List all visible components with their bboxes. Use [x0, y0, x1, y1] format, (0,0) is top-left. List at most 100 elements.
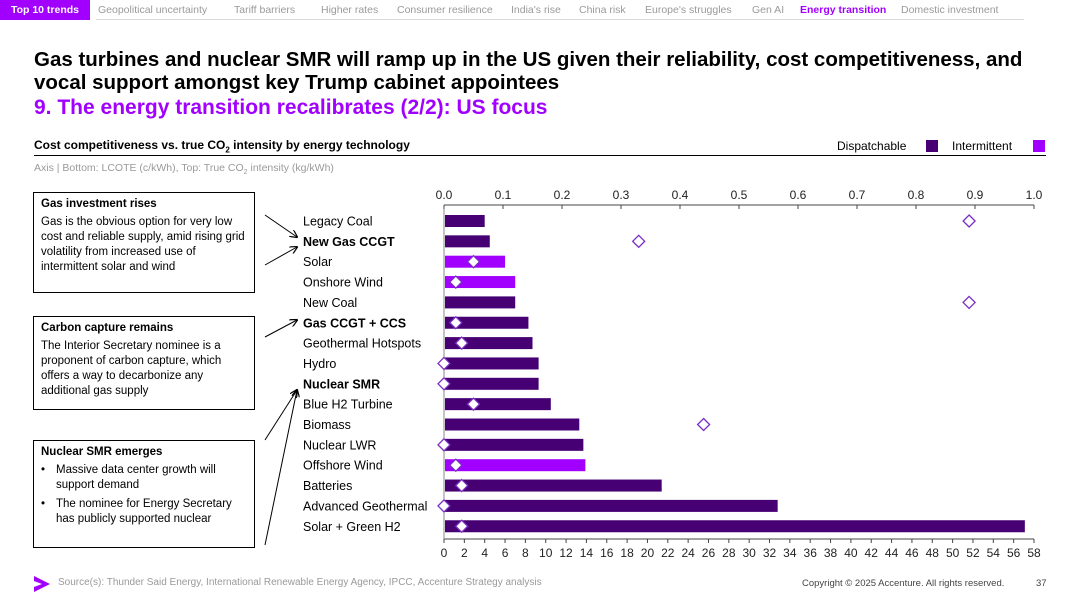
bottom-axis-tick-label: 26 [702, 546, 716, 560]
top-axis-tick-label: 0.8 [908, 188, 925, 202]
chart-title: Cost competitiveness vs. true CO2 intens… [34, 138, 410, 154]
tab-domestic-investment[interactable]: Domestic investment [901, 4, 999, 16]
bottom-axis-tick-label: 42 [865, 546, 879, 560]
bottom-axis-tick-label: 54 [987, 546, 1001, 560]
co2-marker [466, 254, 481, 269]
bottom-axis-tick-label: 24 [681, 546, 695, 560]
tab-china-risk[interactable]: China risk [579, 4, 626, 16]
top-axis-tick-label: 0.0 [436, 188, 453, 202]
bottom-axis-tick-label: 38 [824, 546, 838, 560]
category-label: Solar [303, 255, 332, 269]
copyright: Copyright © 2025 Accenture. All rights r… [802, 578, 1005, 589]
top-axis-tick-label: 0.4 [672, 188, 689, 202]
bottom-axis-tick-label: 30 [742, 546, 756, 560]
bar [445, 499, 778, 512]
category-label: Onshore Wind [303, 276, 383, 290]
connector-gas [264, 214, 297, 266]
category-label: New Gas CCGT [303, 235, 395, 249]
bottom-axis-tick-label: 12 [559, 546, 573, 560]
bar [445, 235, 490, 248]
bar [445, 438, 584, 451]
bottom-axis-tick-label: 22 [661, 546, 675, 560]
tab-gen-ai[interactable]: Gen AI [752, 4, 785, 16]
bar [445, 459, 586, 472]
tab-indias-rise[interactable]: India's rise [511, 4, 561, 16]
chart-header-rule [34, 155, 1046, 156]
bottom-axis-tick-label: 44 [885, 546, 899, 560]
category-label: Nuclear LWR [303, 438, 376, 452]
bar [445, 479, 662, 492]
co2-marker [962, 214, 977, 228]
bar [445, 215, 485, 227]
tab-tariff-barriers[interactable]: Tariff barriers [234, 4, 296, 16]
co2-marker [466, 397, 481, 412]
bottom-axis-tick-label: 16 [600, 546, 614, 560]
page-title: Gas turbines and nuclear SMR will ramp u… [34, 48, 1023, 94]
top-axis-tick-label: 0.1 [495, 188, 512, 202]
bar [445, 357, 539, 370]
bottom-axis-tick-label: 2 [461, 546, 468, 560]
accenture-logo-icon [34, 576, 50, 592]
callout-ccs-body: The Interior Secretary nominee is a prop… [41, 340, 222, 397]
tab-higher-rates[interactable]: Higher rates [321, 4, 379, 16]
legend-dispatchable-label: Dispatchable [837, 139, 907, 153]
top-axis-tick-label: 0.2 [554, 188, 571, 202]
nav-rule [96, 19, 1024, 20]
co2-marker [454, 478, 469, 493]
callout-smr-body: Massive data center growth will support … [41, 463, 249, 531]
bar [445, 520, 1025, 533]
co2-marker [437, 498, 451, 513]
tab-geopolitical-uncertainty[interactable]: Geopolitical uncertainty [98, 4, 208, 16]
callout-smr-bullet: The nominee for Energy Secretary has pub… [41, 497, 249, 527]
co2-marker [631, 234, 646, 249]
category-label: Blue H2 Turbine [303, 398, 393, 412]
callout-gas-body: Gas is the obvious option for very low c… [41, 216, 245, 273]
top-axis-tick-label: 0.5 [731, 188, 748, 202]
tab-europes-struggles[interactable]: Europe's struggles [645, 4, 732, 16]
callout-smr: Nuclear SMR emerges Massive data center … [33, 440, 255, 548]
legend-intermittent-swatch [1033, 140, 1045, 152]
page-number: 37 [1036, 578, 1047, 589]
category-label: Gas CCGT + CCS [303, 316, 406, 330]
bottom-axis-tick-label: 10 [539, 546, 553, 560]
legend-dispatchable-swatch [926, 140, 938, 152]
co2-marker [437, 437, 451, 452]
bar [445, 276, 516, 289]
callout-smr-title: Nuclear SMR emerges [41, 446, 163, 458]
axis-note-text: Axis | Bottom: LCOTE (c/kWh), Top: True … [34, 162, 244, 174]
callout-ccs: Carbon capture remains The Interior Secr… [33, 316, 255, 410]
bottom-axis-tick-label: 4 [481, 546, 488, 560]
bottom-axis-tick-label: 58 [1027, 546, 1041, 560]
co2-marker [454, 336, 469, 351]
chart-plot: 0.0 0.1 0.2 0.3 0.4 0.5 0.6 0.7 0.8 0.9 1.00 2 4 6 8 10… [303, 188, 1043, 560]
bar [445, 418, 580, 431]
bottom-axis-tick-label: 48 [926, 546, 940, 560]
category-label: Advanced Geothermal [303, 499, 427, 513]
axis-note-subscript: 2 [243, 169, 248, 177]
bottom-axis-tick-label: 6 [502, 546, 509, 560]
bottom-axis-tick-label: 20 [641, 546, 655, 560]
co2-marker [437, 376, 451, 391]
bottom-axis-tick-label: 56 [1007, 546, 1021, 560]
tab-top-10-trends[interactable]: Top 10 trends [0, 0, 90, 20]
bottom-axis-tick-label: 28 [722, 546, 736, 560]
bottom-axis-tick-label: 8 [522, 546, 529, 560]
bottom-axis-tick-label: 32 [763, 546, 777, 560]
bottom-axis-tick-label: 18 [620, 546, 634, 560]
top-axis-tick-label: 0.3 [613, 188, 630, 202]
legend-intermittent: Intermittent [952, 139, 1045, 153]
chart-title-text-end: intensity by energy technology [229, 138, 410, 152]
connector-ccs [264, 320, 297, 338]
chart-title-text: Cost competitiveness vs. true CO [34, 138, 226, 152]
category-label: New Coal [303, 296, 357, 310]
category-label: Geothermal Hotspots [303, 337, 421, 351]
category-label: Biomass [303, 418, 351, 432]
bottom-axis-tick-label: 40 [844, 546, 858, 560]
callout-gas: Gas investment rises Gas is the obvious … [33, 192, 255, 293]
bottom-axis-tick-label: 46 [905, 546, 919, 560]
top-axis-tick-label: 0.9 [967, 188, 984, 202]
tab-consumer-resilience[interactable]: Consumer resilience [397, 4, 493, 16]
category-label: Hydro [303, 357, 336, 371]
tab-energy-transition[interactable]: Energy transition [800, 4, 887, 16]
bottom-axis-tick-label: 0 [441, 546, 448, 560]
